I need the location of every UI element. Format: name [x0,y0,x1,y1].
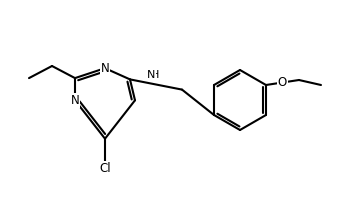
Text: Cl: Cl [99,162,111,175]
Text: N: N [101,62,109,75]
Text: H: H [151,70,159,80]
Text: N: N [147,70,155,80]
Text: N: N [71,94,79,107]
Text: O: O [278,76,287,89]
